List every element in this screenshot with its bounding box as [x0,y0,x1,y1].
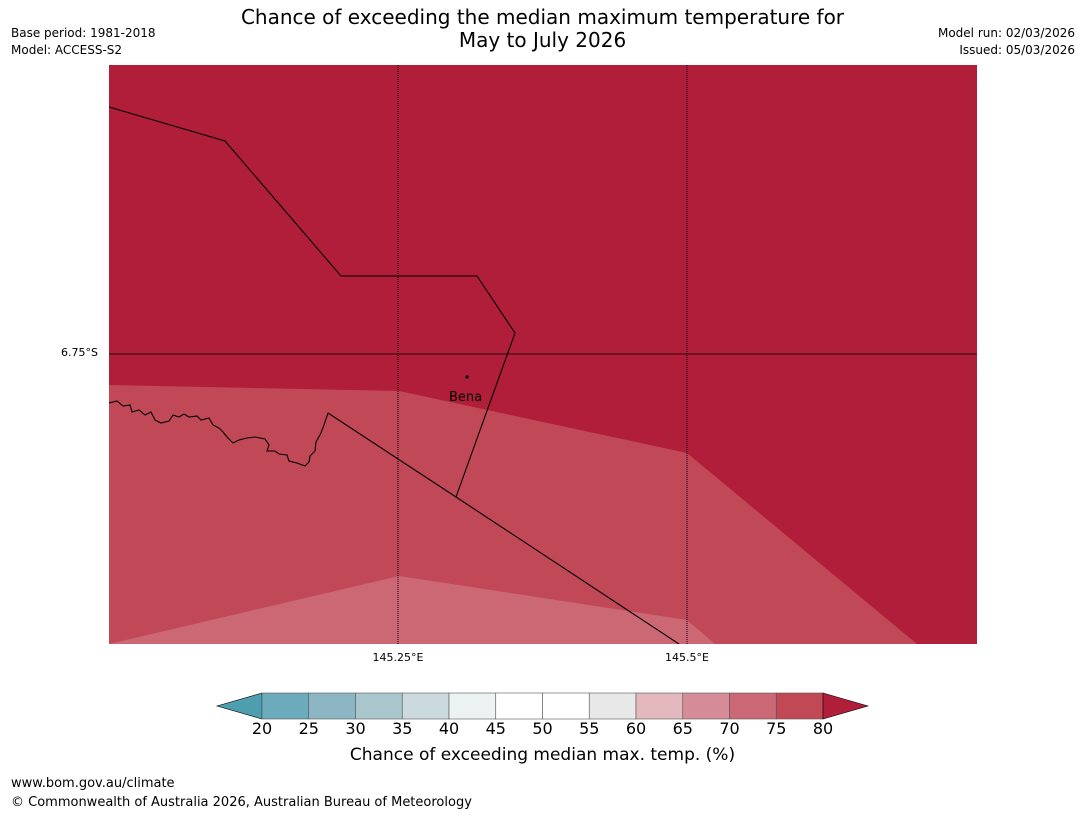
colorbar-over-arrow [822,692,870,720]
colorbar-tick-40: 40 [438,719,460,738]
lon-label-145-25: 145.25°E [372,651,424,664]
coastline [109,400,329,467]
colorbar-tick-35: 35 [392,719,413,738]
meta-left: Base period: 1981-2018 Model: ACCESS-S2 [11,25,156,59]
zone-70-75 [109,576,715,644]
colorbar-segment-30 [355,692,403,720]
colorbar [215,692,870,720]
base-period-text: Base period: 1981-2018 [11,26,156,40]
colorbar-label: Chance of exceeding median max. temp. (%… [349,745,736,765]
lon-label-145-5: 145.5°E [665,651,709,664]
map-title: Chance of exceeding the median maximum t… [0,6,1085,52]
colorbar-tick-30: 30 [345,719,366,738]
colorbar-segment-35 [401,692,450,720]
colorbar-segment-50 [542,692,590,720]
lat-label: 6.75°S [61,346,98,359]
title-line-2: May to July 2026 [458,28,627,52]
colorbar-tick-45: 45 [485,719,506,738]
bena-label: Bena [449,390,482,405]
colorbar-segment-70 [729,692,777,720]
forecast-map: Bena [109,65,977,644]
colorbar-tick-70: 70 [719,719,740,738]
colorbar-segment-60 [635,692,684,720]
colorbar-tick-25: 25 [298,719,319,738]
colorbar-segment-45 [495,692,543,720]
colorbar-tick-60: 60 [625,719,647,738]
colorbar-under-arrow [215,692,263,720]
colorbar-tick-55: 55 [579,719,600,738]
footer-url: www.bom.gov.au/climate [11,776,175,791]
model-text: Model: ACCESS-S2 [11,43,123,57]
colorbar-segment-20 [261,692,310,720]
colorbar-segment-25 [308,692,356,720]
meta-right: Model run: 02/03/2026 Issued: 05/03/2026 [938,25,1075,59]
zone-75-80 [109,385,917,644]
issued-text: Issued: 05/03/2026 [959,43,1075,57]
colorbar-tick-80: 80 [812,719,834,738]
province-boundary-south [327,412,680,644]
colorbar-segment-75 [775,692,824,720]
province-boundary-north [109,106,516,498]
colorbar-segment-40 [448,692,497,720]
colorbar-tick-65: 65 [672,719,693,738]
bena-marker [465,375,469,379]
colorbar-tick-20: 20 [251,719,273,738]
colorbar-tick-75: 75 [766,719,787,738]
colorbar-tick-50: 50 [532,719,553,738]
colorbar-segment-55 [588,692,637,720]
colorbar-segment-65 [682,692,730,720]
title-line-1: Chance of exceeding the median maximum t… [240,5,845,29]
model-run-text: Model run: 02/03/2026 [937,26,1075,40]
footer-copyright: © Commonwealth of Australia 2026, Austra… [11,795,472,810]
